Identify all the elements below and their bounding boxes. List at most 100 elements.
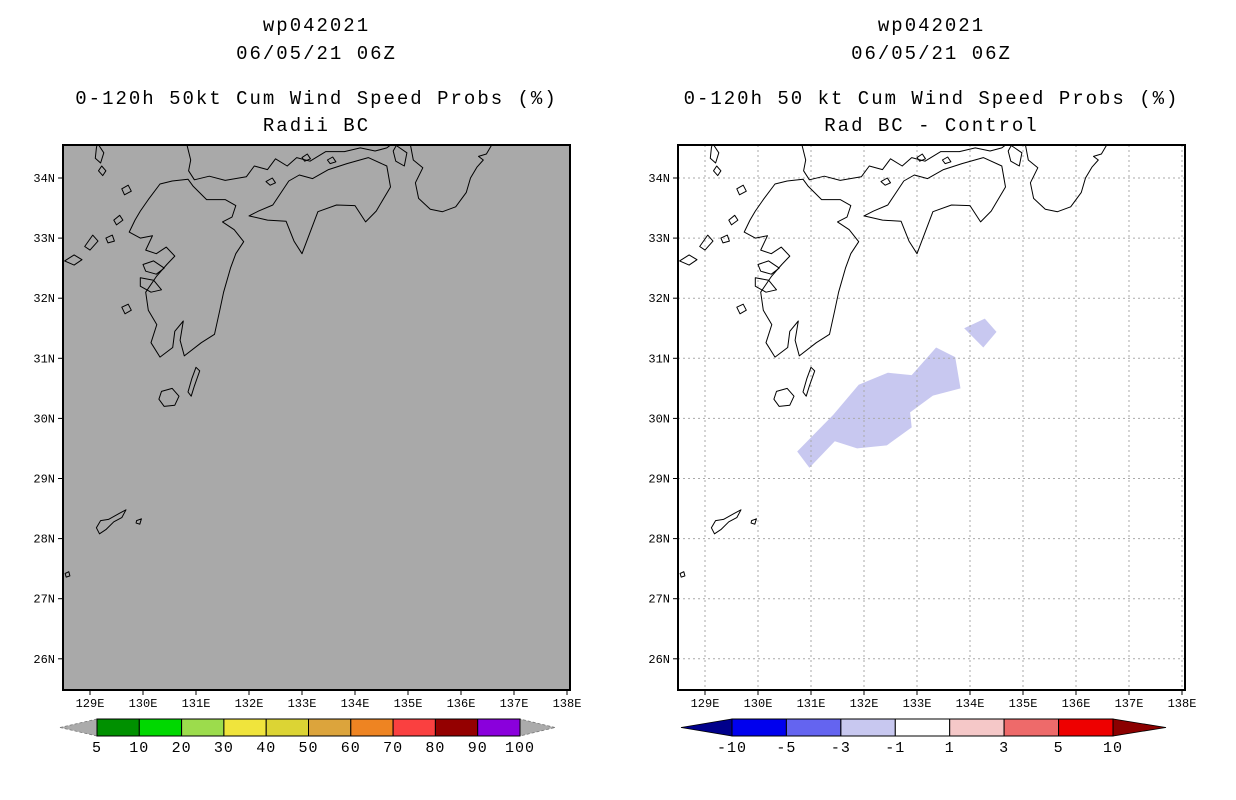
colorbar-label: 50	[298, 740, 318, 757]
colorbar-label: 1	[945, 740, 955, 757]
colorbar-segment	[350, 718, 394, 737]
coastline-kyushu	[128, 178, 245, 358]
colorbar-label: 5	[92, 740, 102, 757]
colorbar-label: 5	[1054, 740, 1064, 757]
coastline-seto-islet-3	[265, 177, 276, 186]
coastline-goto-south	[679, 254, 698, 266]
right-map-border	[677, 144, 1186, 691]
colorbar-label: 20	[172, 740, 192, 757]
colorbar-segment	[138, 718, 183, 737]
colorbar-segment	[731, 718, 787, 737]
y-tick-label: 32N	[33, 292, 55, 306]
colorbar-segment	[265, 718, 310, 737]
x-tick-label: 132E	[235, 697, 264, 711]
x-tick-label: 136E	[1062, 697, 1091, 711]
panel-title-member: Radii BC	[262, 115, 371, 137]
panel-title-datetime: 06/05/21 06Z	[236, 43, 397, 65]
colorbar-segment	[894, 718, 951, 737]
coastline-seto-islet-2	[941, 156, 952, 165]
right-panel-titles: wp042021 06/05/21 06Z 0-120h 50 kt Cum W…	[678, 0, 1185, 142]
coastline-goto-north	[84, 234, 99, 251]
panel-title-storm-id: wp042021	[262, 15, 371, 37]
y-tick-label: 30N	[33, 412, 55, 426]
coastline-honshu-chugoku	[801, 145, 1007, 181]
coastline-nagasaki-islet	[720, 234, 730, 244]
x-tick-label: 138E	[1168, 697, 1197, 711]
colorbar-segment	[308, 718, 352, 737]
right-map-background	[678, 145, 1185, 690]
coastline-tanegashima	[187, 366, 201, 397]
colorbar-segment	[181, 718, 225, 737]
coastline-sw-islet	[679, 571, 686, 578]
coastline-sw-islet	[64, 571, 71, 578]
panel-title-member: Rad BC - Control	[824, 115, 1039, 137]
colorbar-label: 80	[425, 740, 445, 757]
colorbar-label: 90	[468, 740, 488, 757]
y-tick-label: 30N	[648, 412, 670, 426]
y-tick-label: 32N	[648, 292, 670, 306]
coastline-kikaijima	[135, 518, 142, 525]
x-tick-label: 131E	[797, 697, 826, 711]
colorbar-left-arrow	[680, 718, 733, 737]
coastline-kikaijima	[750, 518, 757, 525]
x-tick-label: 129E	[76, 697, 105, 711]
x-tick-label: 135E	[1009, 697, 1038, 711]
y-tick-label: 33N	[648, 232, 670, 246]
coastline-tsushima-north	[94, 145, 105, 164]
prob-difference-region	[964, 318, 997, 348]
colorbar-label: 40	[256, 740, 276, 757]
y-tick-label: 31N	[33, 352, 55, 366]
coastline-iki-island	[736, 184, 747, 196]
coastline-kii-peninsula	[1024, 145, 1108, 213]
colorbar-segment	[949, 718, 1005, 737]
y-tick-label: 31N	[648, 352, 670, 366]
colorbar-label: 30	[214, 740, 234, 757]
coastline-koshikijima	[736, 303, 747, 315]
left-map	[63, 145, 570, 690]
colorbar-label: -5	[776, 740, 796, 757]
colorbar-segment	[392, 718, 436, 737]
coastline-awaji-island	[1007, 145, 1023, 167]
coastline-kyushu	[743, 178, 860, 358]
x-tick-label: 130E	[744, 697, 773, 711]
x-tick-label: 132E	[850, 697, 879, 711]
coastline-hirado-island	[113, 214, 124, 226]
coastline-amakusa-north	[142, 260, 165, 275]
coastline-seto-islet-3	[880, 177, 891, 186]
coastline-koshikijima	[121, 303, 132, 315]
coastline-seto-islet-2	[326, 156, 337, 165]
x-tick-label: 137E	[1115, 697, 1144, 711]
coastline-tsushima-south	[98, 165, 107, 177]
y-tick-label: 29N	[33, 473, 55, 487]
colorbar-label: 100	[505, 740, 535, 757]
panel-title-datetime: 06/05/21 06Z	[851, 43, 1012, 65]
y-tick-label: 29N	[648, 473, 670, 487]
x-tick-label: 134E	[341, 697, 370, 711]
coastline-kii-peninsula	[409, 145, 493, 213]
y-tick-label: 27N	[648, 593, 670, 607]
x-tick-label: 134E	[956, 697, 985, 711]
coastline-amakusa-north	[757, 260, 780, 275]
y-tick-label: 34N	[33, 172, 55, 186]
prob-difference-region	[797, 347, 961, 468]
x-tick-label: 131E	[182, 697, 211, 711]
coastline-amami-oshima	[95, 509, 127, 535]
right-map	[678, 145, 1185, 690]
colorbar-right-arrow	[519, 718, 556, 737]
coastline-seto-islet-1	[301, 153, 311, 162]
coastline-amakusa-south	[754, 277, 777, 293]
x-tick-label: 137E	[500, 697, 529, 711]
x-tick-label: 136E	[447, 697, 476, 711]
left-map-background	[63, 145, 570, 690]
colorbar-label: -10	[717, 740, 747, 757]
y-tick-label: 26N	[33, 653, 55, 667]
coastline-amakusa-south	[139, 277, 162, 293]
coastline-tsushima-north	[709, 145, 720, 164]
y-tick-label: 28N	[648, 533, 670, 547]
x-tick-label: 130E	[129, 697, 158, 711]
x-tick-label: 138E	[553, 697, 582, 711]
x-tick-label: 133E	[903, 697, 932, 711]
y-tick-label: 28N	[33, 533, 55, 547]
y-tick-label: 33N	[33, 232, 55, 246]
